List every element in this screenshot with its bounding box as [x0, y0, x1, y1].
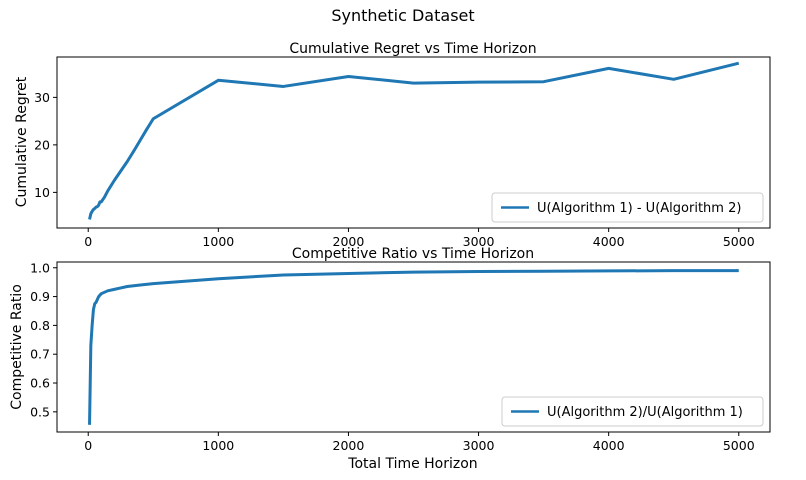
y-tick-label: 10 — [34, 185, 50, 200]
x-tick-label: 0 — [84, 438, 92, 453]
x-tick-label: 1000 — [202, 234, 234, 249]
series-lines — [88, 269, 739, 425]
y-tick-label: 20 — [34, 137, 50, 152]
y-tick-label: 1.0 — [30, 260, 50, 275]
y-axis-ticks: 10 20 30 — [34, 90, 57, 200]
x-axis-label: Total Time Horizon — [347, 456, 477, 472]
legend: U(Algorithm 1) - U(Algorithm 2) — [491, 192, 764, 223]
y-tick-label: 0.6 — [30, 376, 50, 391]
x-tick-label: 3000 — [463, 438, 495, 453]
series-line — [88, 269, 739, 425]
y-tick-label: 0.9 — [30, 289, 50, 304]
chart-competitive-ratio: Competitive Ratio vs Time Horizon 0.5 0.6… — [9, 246, 771, 472]
chart-title: Competitive Ratio vs Time Horizon — [292, 246, 534, 262]
x-tick-label: 5000 — [723, 234, 755, 249]
x-tick-label: 3000 — [463, 234, 495, 249]
y-tick-label: 0.7 — [30, 347, 50, 362]
y-axis-ticks: 0.5 0.6 0.7 0.8 0.9 1.0 — [30, 260, 57, 419]
x-tick-label: 1000 — [202, 438, 234, 453]
x-tick-label: 5000 — [723, 438, 755, 453]
legend-box — [491, 192, 764, 223]
legend: U(Algorithm 2)/U(Algorithm 1) — [501, 396, 764, 427]
x-tick-label: 4000 — [593, 438, 625, 453]
x-axis-ticks: 0 1000 2000 3000 4000 5000 — [84, 432, 755, 453]
legend-label: U(Algorithm 1) - U(Algorithm 2) — [537, 201, 741, 216]
series-line — [88, 61, 740, 220]
y-tick-label: 30 — [34, 90, 50, 105]
y-tick-label: 0.8 — [30, 318, 50, 333]
x-axis-ticks: 0 1000 2000 3000 4000 5000 — [84, 228, 755, 249]
legend-box — [501, 396, 764, 427]
figure-suptitle: Synthetic Dataset — [331, 6, 474, 25]
chart-title: Cumulative Regret vs Time Horizon — [289, 41, 536, 57]
x-tick-label: 2000 — [333, 438, 365, 453]
y-tick-label: 0.5 — [30, 404, 50, 419]
y-axis-label: Competitive Ratio — [9, 284, 25, 410]
y-axis-label: Cumulative Regret — [14, 76, 30, 207]
x-tick-label: 0 — [84, 234, 92, 249]
legend-label: U(Algorithm 2)/U(Algorithm 1) — [547, 405, 743, 420]
chart-cumulative-regret: Cumulative Regret vs Time Horizon 10 20 30… — [14, 41, 771, 249]
x-tick-label: 4000 — [593, 234, 625, 249]
x-tick-label: 2000 — [333, 234, 365, 249]
series-lines — [88, 61, 740, 220]
